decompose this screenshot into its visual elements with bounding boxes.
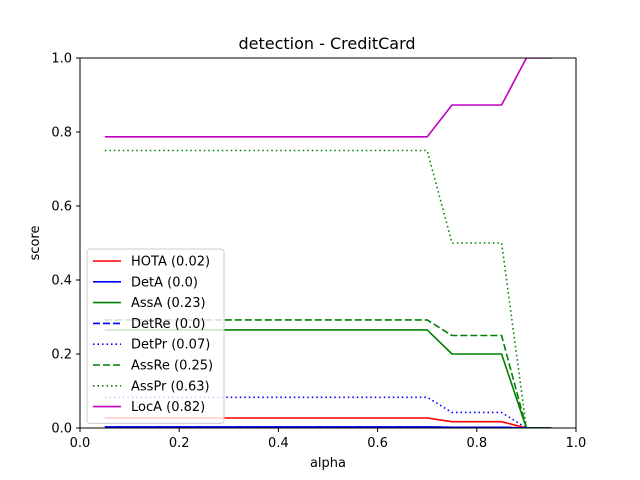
legend: HOTA (0.02) DetA (0.0) AssA (0.23) DetRe (0… [86, 248, 225, 424]
x-tick-label: 1.0 [566, 436, 587, 451]
legend-label: DetA (0.0) [131, 275, 198, 290]
plot-frame [79, 57, 577, 429]
legend-label: AssA (0.23) [131, 296, 206, 311]
legend-label: DetRe (0.0) [131, 317, 206, 332]
y-tick-label: 1.0 [51, 52, 72, 67]
x-tick-label: 0.8 [466, 436, 487, 451]
legend-label: DetPr (0.07) [131, 338, 210, 353]
series-line-detre [104, 426, 552, 428]
x-tick-label: 0.4 [268, 436, 289, 451]
x-axis: 0.0 0.2 0.4 0.6 0.8 1.0 [70, 428, 587, 451]
y-axis: 0.0 0.2 0.4 0.6 0.8 1.0 [51, 52, 80, 437]
series-line-loca [104, 58, 552, 138]
x-axis-label: alpha [310, 456, 346, 471]
y-tick-label: 0.8 [51, 126, 72, 141]
y-tick-label: 0.4 [51, 274, 72, 289]
x-tick-label: 0.2 [169, 436, 190, 451]
legend-label: HOTA (0.02) [131, 255, 210, 270]
y-axis-label: score [28, 226, 43, 261]
chart-title: detection - CreditCard [238, 34, 415, 53]
y-tick-label: 0.6 [51, 200, 72, 215]
legend-label: AssPr (0.63) [131, 379, 210, 394]
y-tick-label: 0.2 [51, 348, 72, 363]
legend-label: AssRe (0.25) [131, 359, 213, 374]
legend-box [86, 248, 225, 424]
legend-label: LocA (0.82) [131, 400, 205, 415]
y-tick-label: 0.0 [51, 422, 72, 437]
x-tick-label: 0.0 [70, 436, 91, 451]
x-tick-label: 0.6 [367, 436, 388, 451]
